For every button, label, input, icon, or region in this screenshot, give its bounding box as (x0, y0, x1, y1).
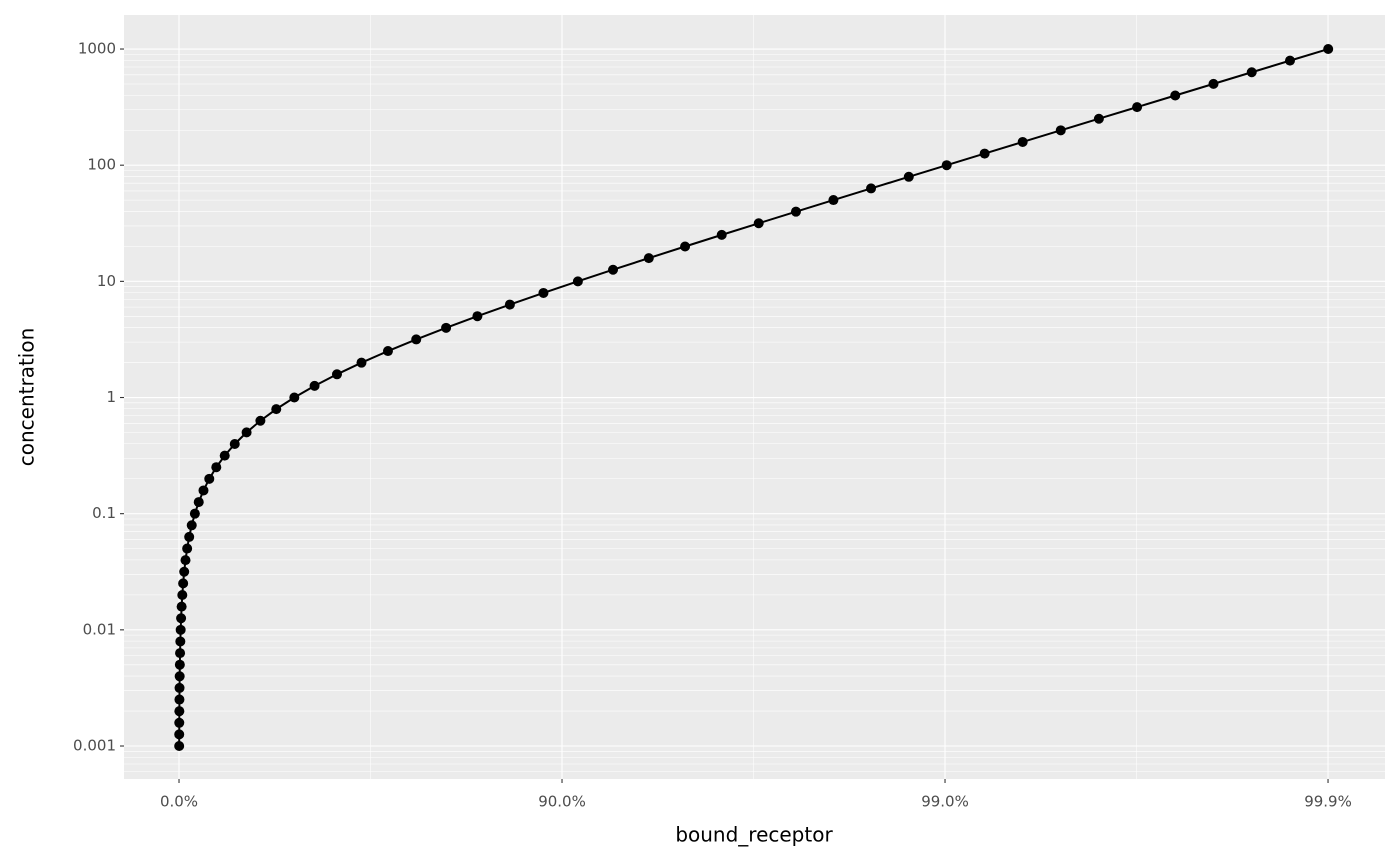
point (504, 299, 515, 310)
point (979, 148, 990, 159)
point (177, 589, 188, 600)
point (289, 392, 300, 403)
point (716, 229, 727, 240)
point (198, 485, 209, 496)
point (229, 438, 240, 449)
point (175, 636, 186, 647)
point (186, 520, 197, 531)
y-tick-label: 0.001 (73, 737, 116, 755)
point (175, 648, 186, 659)
point (174, 706, 185, 717)
x-tick-label: 90.0% (538, 793, 586, 811)
point (1323, 44, 1334, 55)
point (680, 241, 691, 252)
point (441, 322, 452, 333)
point (182, 543, 193, 554)
y-tick-label: 1 (106, 388, 116, 406)
point (174, 694, 185, 705)
point (271, 404, 282, 415)
point (1246, 67, 1257, 78)
point (753, 218, 764, 229)
point (411, 334, 422, 345)
point (241, 427, 252, 438)
point (174, 729, 185, 740)
point (211, 462, 222, 473)
x-tick-label: 99.0% (921, 793, 969, 811)
point (1170, 90, 1181, 101)
point (176, 613, 187, 624)
point (193, 497, 204, 508)
point (1132, 102, 1143, 113)
point (184, 531, 195, 542)
point (1284, 55, 1295, 66)
point (174, 671, 185, 682)
point (1093, 113, 1104, 124)
point (538, 287, 549, 298)
point (1208, 78, 1219, 89)
point (790, 206, 801, 217)
point (255, 415, 266, 426)
point (903, 171, 914, 182)
point (472, 311, 483, 322)
y-tick-label: 0.1 (92, 504, 116, 522)
point (174, 682, 185, 693)
point (1055, 125, 1066, 136)
point (189, 508, 200, 519)
point (941, 160, 952, 171)
point (174, 717, 185, 728)
point (866, 183, 877, 194)
point (176, 601, 187, 612)
point (204, 473, 215, 484)
point (219, 450, 230, 461)
y-axis-title: concentration (15, 328, 39, 467)
point (572, 276, 583, 287)
point (174, 741, 185, 752)
point (1017, 136, 1028, 147)
y-tick-label: 1000 (78, 40, 116, 58)
point (174, 659, 185, 670)
marks (174, 44, 1334, 752)
point (178, 578, 189, 589)
point (643, 253, 654, 264)
point (382, 346, 393, 357)
grid (124, 15, 1385, 779)
point (608, 264, 619, 275)
point (828, 195, 839, 206)
point (331, 369, 342, 380)
point (356, 357, 367, 368)
y-tick-label: 0.01 (83, 620, 116, 638)
x-tick-label: 0.0% (160, 793, 198, 811)
point (180, 555, 191, 566)
x-tick-label: 99.9% (1304, 793, 1352, 811)
x-axis-title: bound_receptor (675, 823, 833, 847)
y-tick-label: 100 (87, 156, 116, 174)
point (179, 566, 190, 577)
point (175, 624, 186, 635)
y-tick-label: 10 (97, 272, 116, 290)
point (309, 380, 320, 391)
